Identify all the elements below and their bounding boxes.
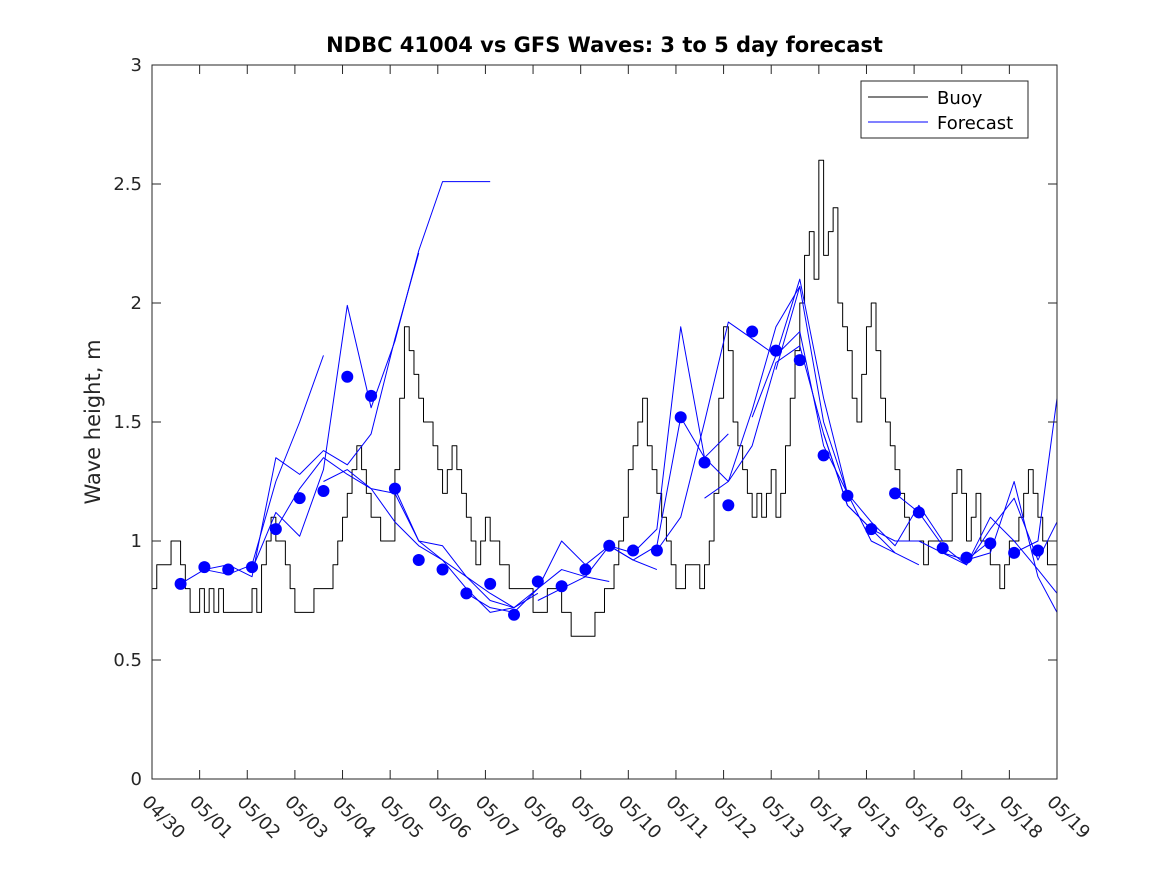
buoy-line <box>152 159 1058 637</box>
forecast-line-3 <box>251 181 491 570</box>
y-tick-label-6: 3 <box>131 55 142 76</box>
forecast-marker-3 <box>246 561 259 574</box>
forecast-marker-25 <box>769 344 782 357</box>
forecast-marker-7 <box>341 370 354 383</box>
y-tick-label-0: 0 <box>131 769 142 790</box>
forecast-marker-26 <box>793 354 806 367</box>
forecast-marker-9 <box>388 482 401 495</box>
forecast-line-15 <box>894 493 1058 594</box>
forecast-marker-0 <box>174 577 187 590</box>
y-tick-label-5: 2.5 <box>113 174 142 195</box>
forecast-line-2 <box>204 252 420 578</box>
y-tick-label-1: 0.5 <box>113 650 142 671</box>
y-tick-label-4: 2 <box>131 293 142 314</box>
y-tick-label-2: 1 <box>131 531 142 552</box>
forecast-marker-24 <box>746 325 759 338</box>
forecast-marker-23 <box>722 499 735 512</box>
forecast-marker-27 <box>817 449 830 462</box>
forecast-marker-6 <box>317 485 330 498</box>
forecast-marker-33 <box>960 551 973 564</box>
forecast-marker-20 <box>650 544 663 557</box>
forecast-marker-1 <box>198 561 211 574</box>
marker-layer <box>174 325 1044 621</box>
forecast-marker-13 <box>484 577 497 590</box>
forecast-line-18 <box>1013 398 1058 554</box>
legend-box <box>860 80 1029 139</box>
forecast-marker-30 <box>889 487 902 500</box>
forecast-marker-35 <box>1008 546 1021 559</box>
forecast-marker-18 <box>603 539 616 552</box>
y-tick-label-3: 1.5 <box>113 412 142 433</box>
forecast-marker-8 <box>365 389 378 402</box>
forecast-marker-28 <box>841 489 854 502</box>
forecast-marker-2 <box>222 563 235 576</box>
forecast-marker-16 <box>555 580 568 593</box>
forecast-marker-11 <box>436 563 449 576</box>
forecast-marker-36 <box>1031 544 1044 557</box>
forecast-marker-22 <box>698 456 711 469</box>
forecast-marker-34 <box>984 537 997 550</box>
y-axis-label: Wave height, m <box>81 339 105 504</box>
chart-title: NDBC 41004 vs GFS Waves: 3 to 5 day fore… <box>326 33 883 57</box>
forecast-marker-17 <box>579 563 592 576</box>
forecast-marker-4 <box>269 523 282 536</box>
plot-area <box>152 65 1057 779</box>
forecast-marker-5 <box>293 492 306 505</box>
forecast-marker-19 <box>627 544 640 557</box>
forecast-marker-32 <box>936 542 949 555</box>
forecast-marker-29 <box>865 523 878 536</box>
forecast-marker-21 <box>674 411 687 424</box>
legend-label-buoy: Buoy <box>937 88 983 109</box>
forecast-marker-12 <box>460 587 473 600</box>
forecast-marker-14 <box>508 608 520 621</box>
legend: Buoy Forecast <box>860 80 1029 139</box>
forecast-line-6 <box>394 488 610 609</box>
forecast-line-10 <box>656 278 848 551</box>
forecast-marker-15 <box>531 575 544 588</box>
forecast-marker-31 <box>912 506 925 519</box>
forecast-marker-10 <box>412 554 425 567</box>
legend-label-forecast: Forecast <box>937 113 1013 134</box>
forecast-line-17 <box>966 481 1058 613</box>
